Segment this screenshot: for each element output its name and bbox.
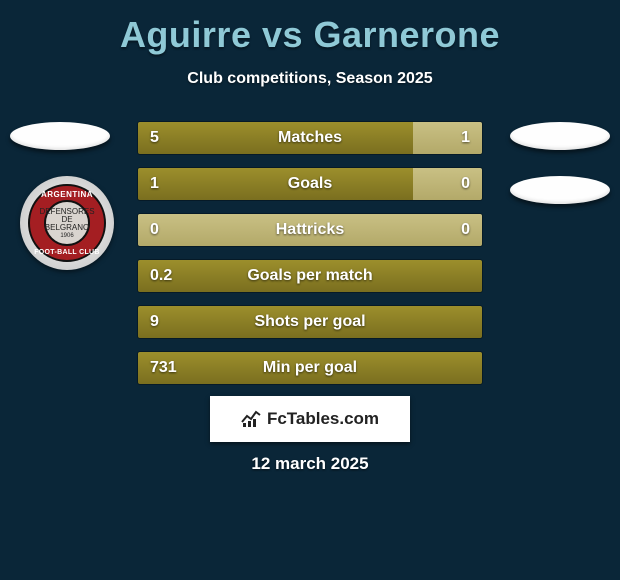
page-title: Aguirre vs Garnerone (0, 0, 620, 56)
stat-row: 51Matches (138, 122, 482, 154)
stat-label: Matches (138, 122, 482, 154)
stat-label: Goals (138, 168, 482, 200)
club-crest: DEFENSORES DE BELGRANO 1906 ARGENTINA FO… (20, 176, 114, 270)
crest-year: 1906 (39, 233, 94, 239)
stat-row: 0.2Goals per match (138, 260, 482, 292)
crest-inner-text: BELGRANO (39, 224, 94, 232)
date-text: 12 march 2025 (0, 454, 620, 474)
stat-label: Goals per match (138, 260, 482, 292)
stat-label: Min per goal (138, 352, 482, 384)
chart-icon (241, 410, 261, 428)
crest-bottom-text: FOOT-BALL CLUB (20, 249, 114, 256)
player-right-placeholder-2 (510, 176, 610, 204)
stat-row: 9Shots per goal (138, 306, 482, 338)
attribution-badge: FcTables.com (210, 396, 410, 442)
stats-bars: 51Matches 10Goals 00Hattricks 0.2Goals per … (138, 122, 482, 398)
player-right-placeholder-1 (510, 122, 610, 150)
player-left-placeholder (10, 122, 110, 150)
stat-row: 00Hattricks (138, 214, 482, 246)
crest-top-text: ARGENTINA (20, 190, 114, 199)
attribution-text: FcTables.com (267, 409, 379, 429)
stat-row: 731Min per goal (138, 352, 482, 384)
stat-row: 10Goals (138, 168, 482, 200)
stat-label: Hattricks (138, 214, 482, 246)
stat-label: Shots per goal (138, 306, 482, 338)
page-subtitle: Club competitions, Season 2025 (0, 70, 620, 88)
